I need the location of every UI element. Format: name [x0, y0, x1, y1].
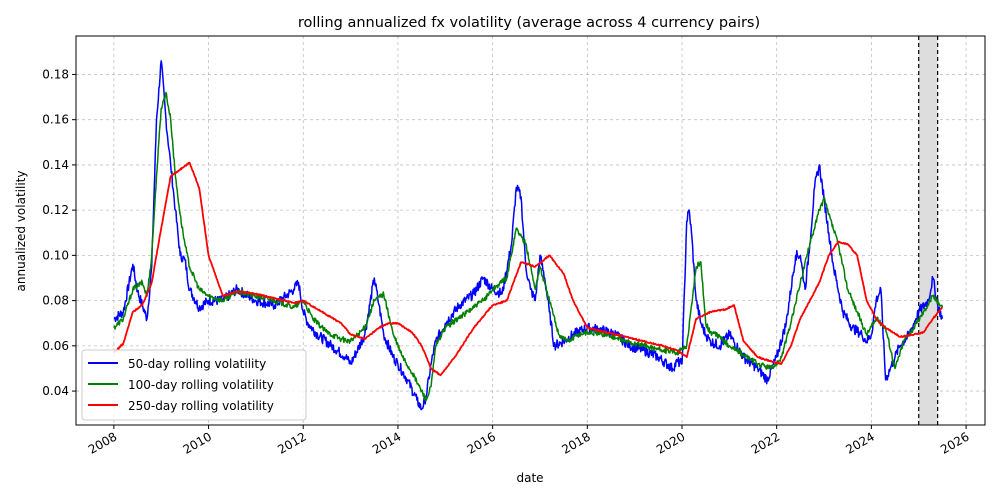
shaded-region [918, 36, 939, 425]
y-tick-label: 0.14 [42, 158, 69, 172]
legend-label-100-day: 100-day rolling volatility [128, 378, 274, 392]
x-tick-label: 2022 [749, 429, 782, 456]
y-axis-ticks: 0.04 0.06 0.08 0.10 0.12 0.14 0.16 0.18 [42, 67, 76, 398]
plot-frame [75, 35, 986, 426]
x-tick-label: 2018 [559, 429, 592, 456]
x-tick-label: 2014 [370, 429, 403, 456]
chart-title: rolling annualized fx volatility (averag… [298, 15, 760, 31]
y-tick-label: 0.08 [42, 294, 69, 308]
x-tick-label: 2024 [843, 429, 876, 456]
y-axis-label: annualized volatility [14, 171, 28, 292]
series-line-250-day [113, 161, 943, 377]
series-lines [113, 60, 944, 411]
y-tick-label: 0.10 [42, 248, 69, 262]
x-axis-label: date [516, 471, 543, 485]
x-axis-ticks: 2008 2010 2012 2014 2016 2018 2020 2022 2024 2026 [86, 425, 972, 457]
shaded-region-fill [918, 36, 938, 425]
y-tick-label: 0.06 [42, 339, 69, 353]
x-tick-label: 2008 [86, 429, 119, 456]
y-tick-label: 0.18 [42, 67, 69, 81]
legend: 50-day rolling volatility 100-day rollin… [81, 349, 307, 421]
legend-box [81, 349, 307, 421]
y-tick-label: 0.04 [42, 384, 69, 398]
legend-label-250-day: 250-day rolling volatility [128, 399, 274, 413]
x-tick-label: 2020 [654, 429, 687, 456]
x-tick-label: 2016 [465, 429, 498, 456]
x-tick-label: 2012 [275, 429, 308, 456]
y-tick-label: 0.12 [42, 203, 69, 217]
series-line-50-day [113, 60, 944, 411]
x-tick-label: 2026 [938, 429, 971, 456]
legend-label-50-day: 50-day rolling volatility [128, 357, 266, 371]
y-tick-label: 0.16 [42, 113, 69, 127]
x-tick-label: 2010 [181, 429, 214, 456]
